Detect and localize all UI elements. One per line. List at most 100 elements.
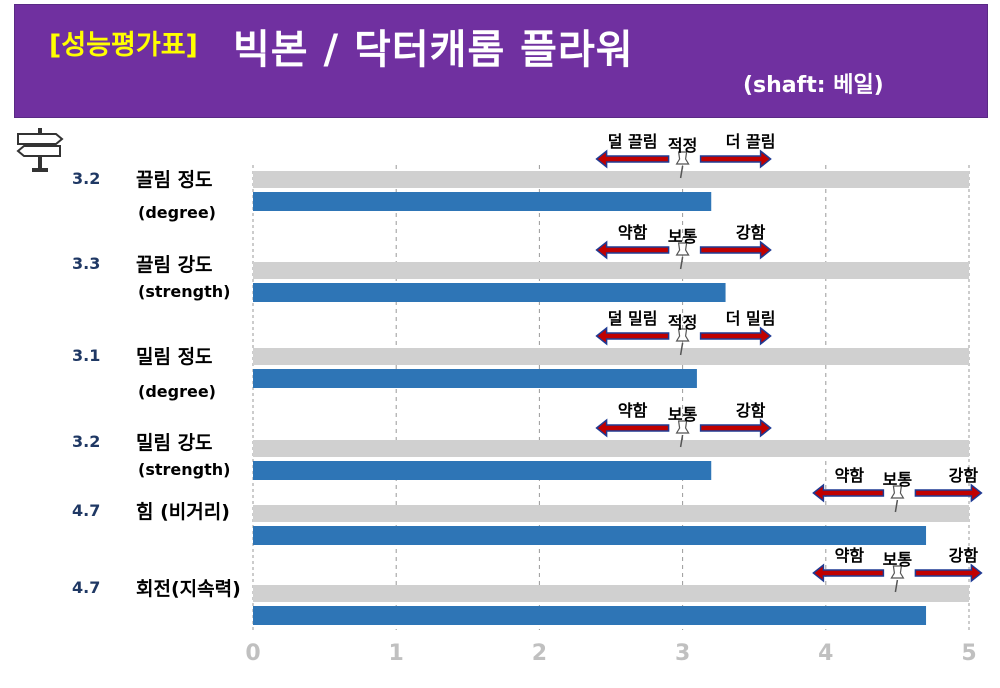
score-value: 4.7 — [72, 578, 100, 597]
right-arrow-shape — [914, 483, 983, 503]
pushpin-icon — [890, 485, 905, 513]
pin-head — [675, 151, 690, 165]
row-label: 끌림 강도 — [136, 254, 213, 276]
row-label: 힘 (비거리) — [136, 501, 230, 523]
right-arrow-shape — [914, 563, 983, 583]
x-tick-5: 5 — [961, 641, 976, 666]
right-arrow — [699, 418, 772, 438]
left-arrow-shape — [595, 418, 670, 438]
track-bar — [253, 440, 969, 457]
score-value: 4.7 — [72, 501, 100, 520]
pin-needle — [679, 165, 684, 179]
value-bar — [253, 461, 712, 480]
scale-center-label: 보통 — [668, 227, 698, 246]
pin-head — [675, 328, 690, 342]
x-tick-4: 4 — [818, 641, 833, 666]
scale-annotation: 약함 보통 강함 — [595, 223, 772, 270]
scale-left-label: 약함 — [618, 223, 648, 242]
scale-right-label: 강함 — [736, 401, 766, 420]
left-arrow — [595, 149, 670, 169]
signpost-icon — [16, 128, 64, 172]
row-sublabel: (degree) — [138, 203, 216, 222]
score-value: 3.2 — [72, 432, 100, 451]
row-sublabel: (strength) — [138, 460, 230, 479]
right-arrow — [914, 483, 983, 503]
left-arrow — [595, 326, 670, 346]
value-bar — [253, 192, 712, 211]
left-arrow-shape — [595, 240, 670, 260]
scale-right-label: 강함 — [736, 223, 766, 242]
scale-center-label: 보통 — [883, 470, 913, 489]
x-tick-3: 3 — [675, 641, 690, 666]
left-arrow-shape — [812, 483, 885, 503]
scale-right-label: 강함 — [949, 466, 979, 485]
page-subtitle: (shaft: 베일) — [743, 73, 884, 98]
header-banner: [성능평가표] 빅본 / 닥터캐롬 플라워 (shaft: 베일) — [14, 4, 988, 118]
right-arrow-shape — [699, 240, 772, 260]
score-value: 3.2 — [72, 169, 100, 188]
row-label: 끌림 정도 — [136, 169, 213, 191]
scale-annotation: 약함 보통 강함 — [812, 546, 983, 593]
right-arrow-shape — [699, 326, 772, 346]
value-bar — [253, 369, 697, 388]
scale-right-label: 더 끌림 — [726, 132, 776, 151]
left-arrow-shape — [812, 563, 885, 583]
chart-row-6: 4.7 회전(지속력) 약함 보통 강함 — [72, 546, 983, 625]
chart-row-3: 3.1 밀림 정도 (degree) 덜 밀림 적정 더 밀림 — [72, 309, 969, 401]
scale-left-label: 약함 — [835, 546, 865, 565]
right-arrow — [914, 563, 983, 583]
evaluation-tag: [성능평가표] — [49, 30, 198, 61]
value-bar — [253, 283, 726, 302]
pin-needle — [894, 579, 899, 593]
row-sublabel: (strength) — [138, 282, 230, 301]
scale-center-label: 적정 — [668, 313, 697, 332]
pin-needle — [679, 256, 684, 270]
value-bar — [253, 526, 927, 545]
right-arrow — [699, 326, 772, 346]
left-arrow — [595, 418, 670, 438]
scale-annotation: 약함 보통 강함 — [595, 401, 772, 448]
scale-annotation: 덜 끌림 적정 더 끌림 — [595, 132, 776, 179]
right-arrow — [699, 240, 772, 260]
value-bar — [253, 606, 927, 625]
scale-annotation: 덜 밀림 적정 더 밀림 — [595, 309, 776, 356]
left-arrow-shape — [595, 326, 670, 346]
row-label: 밀림 강도 — [136, 432, 213, 454]
score-value: 3.3 — [72, 254, 100, 273]
pin-needle — [679, 434, 684, 448]
right-arrow-shape — [699, 149, 772, 169]
x-tick-0: 0 — [245, 641, 260, 666]
pushpin-icon — [675, 242, 690, 270]
scale-right-label: 강함 — [949, 546, 979, 565]
row-label: 회전(지속력) — [136, 578, 241, 600]
track-bar — [253, 171, 969, 188]
pin-needle — [679, 342, 684, 356]
left-arrow — [812, 563, 885, 583]
scale-annotation: 약함 보통 강함 — [812, 466, 983, 513]
left-arrow-shape — [595, 149, 670, 169]
pin-head — [675, 242, 690, 256]
track-bar — [253, 262, 969, 279]
scale-left-label: 덜 밀림 — [608, 309, 658, 328]
chart-row-5: 4.7 힘 (비거리) 약함 보통 강함 — [72, 466, 983, 545]
row-label: 밀림 정도 — [136, 346, 213, 368]
left-arrow — [812, 483, 885, 503]
pin-head — [890, 485, 905, 499]
scale-center-label: 적정 — [668, 136, 697, 155]
page-title: 빅본 / 닥터캐롬 플라워 — [233, 27, 634, 73]
right-arrow-shape — [699, 418, 772, 438]
scale-left-label: 덜 끌림 — [608, 132, 658, 151]
pushpin-icon — [675, 151, 690, 179]
scale-left-label: 약함 — [835, 466, 865, 485]
x-tick-1: 1 — [389, 641, 404, 666]
scale-left-label: 약함 — [618, 401, 648, 420]
scale-center-label: 보통 — [883, 550, 913, 569]
pin-head — [890, 565, 905, 579]
scale-right-label: 더 밀림 — [726, 309, 776, 328]
track-bar — [253, 348, 969, 365]
scale-center-label: 보통 — [668, 405, 698, 424]
x-tick-2: 2 — [532, 641, 547, 666]
right-arrow — [699, 149, 772, 169]
track-bar — [253, 505, 969, 522]
pushpin-icon — [890, 565, 905, 593]
